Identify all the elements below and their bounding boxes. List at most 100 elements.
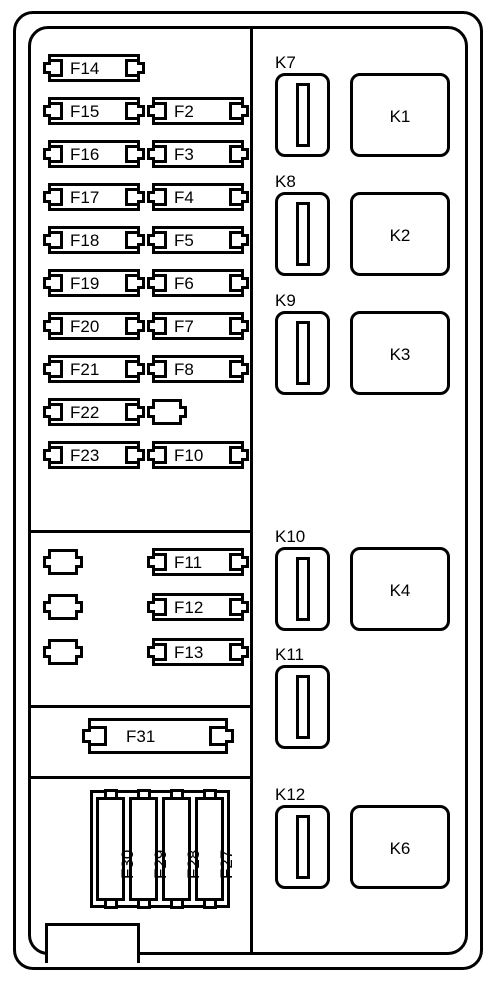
fuse-F31: [88, 718, 228, 754]
left-divider-2: [28, 776, 250, 779]
fuse-F23-label: F23: [70, 447, 99, 464]
fuse-F5-label: F5: [174, 232, 194, 249]
fuse-F27-label: F27: [218, 850, 235, 879]
fuse-F19-left-inner: [60, 277, 63, 289]
fuse-F21-left-notch: [43, 363, 51, 375]
fuse-F8-label: F8: [174, 361, 194, 378]
fuse-F22-left-inner: [60, 406, 63, 418]
fuse-F16-left-inner: [60, 148, 63, 160]
fuse-F19-right-notch: [137, 277, 145, 289]
relay-K4-label: K4: [350, 581, 450, 601]
fuse-F19-left-notch: [43, 277, 51, 289]
fuse-F14-left-inner: [60, 62, 63, 74]
small-holder-1: [48, 594, 78, 620]
bottom-left-tab: [45, 923, 140, 963]
small-holder-0: [48, 549, 78, 575]
fuse-F16-right-notch: [137, 148, 145, 160]
fuse-F23-left-inner: [60, 449, 63, 461]
fuse-F3-left-notch: [147, 148, 155, 160]
empty-slot-right: [152, 399, 182, 425]
relay-K11-label: K11: [275, 645, 304, 665]
fuse-F3-label: F3: [174, 146, 194, 163]
fuse-F8-left-notch: [147, 363, 155, 375]
fuse-F5-left-notch: [147, 234, 155, 246]
fuse-F17-left-inner: [60, 191, 63, 203]
relay-K3-label: K3: [350, 345, 450, 365]
fuse-F12-left-inner: [164, 601, 167, 613]
fuse-F21-right-notch: [137, 363, 145, 375]
fuse-F4-left-notch: [147, 191, 155, 203]
relay-K11-slot: [296, 675, 310, 739]
fuse-F12-label: F12: [174, 599, 203, 616]
fuse-F11-right-notch: [241, 556, 249, 568]
relay-K2-label: K2: [350, 226, 450, 246]
fuse-F11-label: F11: [174, 554, 202, 571]
fuse-F6-label: F6: [174, 275, 194, 292]
fuse-F18-label: F18: [70, 232, 99, 249]
fuse-F16-label: F16: [70, 146, 99, 163]
relay-K10-label: K10: [275, 527, 305, 547]
relay-K12-slot: [296, 815, 310, 879]
fuse-F15-label: F15: [70, 103, 99, 120]
fuse-F20-left-notch: [43, 320, 51, 332]
fuse-F17-label: F17: [70, 189, 99, 206]
fuse-F2-right-notch: [241, 105, 249, 117]
relay-K8-label: K8: [275, 172, 296, 192]
relay-K12-label: K12: [275, 785, 305, 805]
fuse-F22-label: F22: [70, 404, 99, 421]
fuse-F6-left-notch: [147, 277, 155, 289]
fuse-F10-label: F10: [174, 447, 203, 464]
small-holder-2: [48, 639, 78, 665]
fuse-F3-right-notch: [241, 148, 249, 160]
fuse-F21-left-inner: [60, 363, 63, 375]
left-divider-0: [28, 530, 250, 533]
fuse-F21-label: F21: [70, 361, 99, 378]
fuse-F12-left-notch: [147, 601, 155, 613]
fuse-F15-right-notch: [137, 105, 145, 117]
fuse-F3-left-inner: [164, 148, 167, 160]
fuse-F20-label: F20: [70, 318, 99, 335]
fuse-F18-left-inner: [60, 234, 63, 246]
fuse-F23-left-notch: [43, 449, 51, 461]
fuse-F2-left-inner: [164, 105, 167, 117]
fuse-F7-left-inner: [164, 320, 167, 332]
fusebox-diagram: F14F15F2F16F3F17F4F18F5F19F6F20F7F21F8F2…: [0, 0, 500, 983]
fuse-F22-right-notch: [137, 406, 145, 418]
relay-K7-slot: [296, 83, 310, 147]
fuse-F15-left-inner: [60, 105, 63, 117]
fuse-F19-label: F19: [70, 275, 99, 292]
relay-K8-slot: [296, 202, 310, 266]
fuse-F10-right-notch: [241, 449, 249, 461]
fuse-F13-label: F13: [174, 644, 203, 661]
fuse-F15-left-notch: [43, 105, 51, 117]
fuse-F5-right-notch: [241, 234, 249, 246]
fuse-F11-left-notch: [147, 556, 155, 568]
fuse-F7-left-notch: [147, 320, 155, 332]
relay-K9-label: K9: [275, 291, 296, 311]
fuse-F11-left-inner: [164, 556, 167, 568]
fuse-F4-left-inner: [164, 191, 167, 203]
fuse-F8-left-inner: [164, 363, 167, 375]
fuse-F20-left-inner: [60, 320, 63, 332]
fuse-F13-left-notch: [147, 646, 155, 658]
left-divider-1: [28, 705, 250, 708]
relay-K6-label: K6: [350, 839, 450, 859]
relay-K10-slot: [296, 557, 310, 621]
fuse-F18-right-notch: [137, 234, 145, 246]
fuse-F14-label: F14: [70, 60, 99, 77]
relay-K1-label: K1: [350, 107, 450, 127]
fuse-F23-right-notch: [137, 449, 145, 461]
fuse-F10-left-inner: [164, 449, 167, 461]
fuse-F31-label: F31: [126, 728, 155, 745]
fuse-F4-right-notch: [241, 191, 249, 203]
fuse-F6-left-inner: [164, 277, 167, 289]
fuse-F14-left-notch: [43, 62, 51, 74]
fuse-F17-left-notch: [43, 191, 51, 203]
fuse-F17-right-notch: [137, 191, 145, 203]
fuse-F20-right-notch: [137, 320, 145, 332]
relay-K7-label: K7: [275, 53, 296, 73]
fuse-F14-right-notch: [137, 62, 145, 74]
fuse-F16-left-notch: [43, 148, 51, 160]
fuse-F5-left-inner: [164, 234, 167, 246]
vertical-divider: [250, 26, 253, 955]
